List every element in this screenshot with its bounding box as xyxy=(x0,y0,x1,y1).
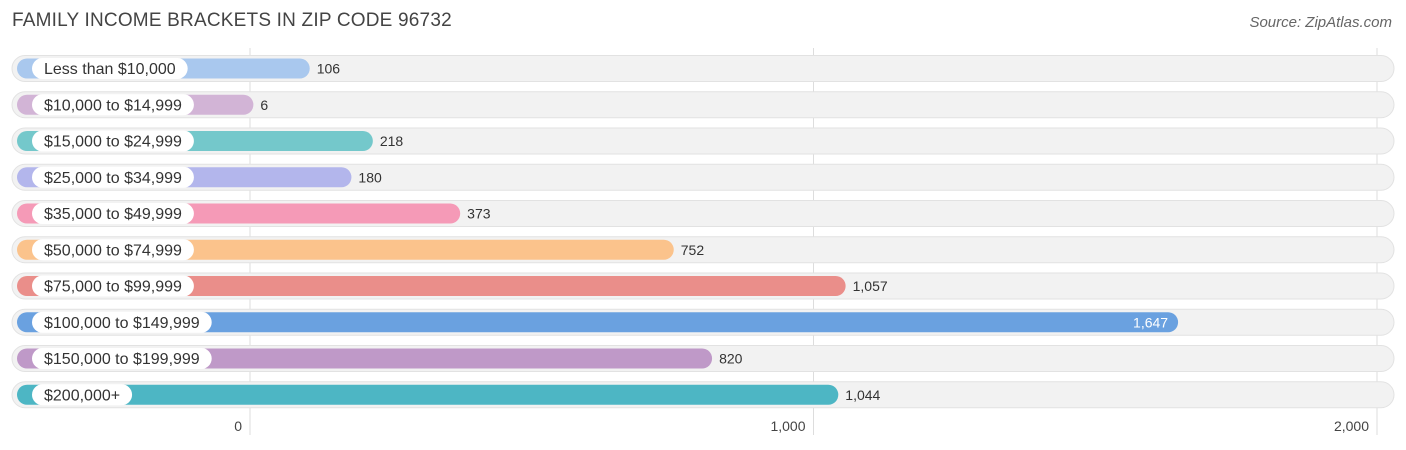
value-label-6: 1,057 xyxy=(853,278,888,294)
value-label-9: 1,044 xyxy=(845,387,880,403)
row-track xyxy=(11,55,1395,82)
category-pill-7 xyxy=(32,311,212,333)
bar-7 xyxy=(17,312,1179,333)
category-label-5: $50,000 to $74,999 xyxy=(44,242,182,259)
value-label-0: 106 xyxy=(317,61,341,77)
source-credit: Source: ZipAtlas.com xyxy=(1249,14,1392,31)
category-pill-3 xyxy=(32,166,194,188)
row-track xyxy=(11,91,1395,119)
category-label-0: Less than $10,000 xyxy=(44,61,176,78)
value-label-5: 752 xyxy=(681,242,705,258)
bar-6 xyxy=(17,276,846,296)
category-pill-9 xyxy=(32,384,133,406)
category-pill-6 xyxy=(32,275,194,297)
value-label-3: 180 xyxy=(358,169,382,185)
x-tick-label-1: 1,000 xyxy=(770,418,805,434)
category-label-3: $25,000 to $34,999 xyxy=(44,170,182,187)
category-label-6: $75,000 to $99,999 xyxy=(44,279,182,296)
category-pill-0 xyxy=(32,58,188,79)
bar-9 xyxy=(17,384,839,405)
category-label-7: $100,000 to $149,999 xyxy=(44,315,200,332)
chart-title: FAMILY INCOME BRACKETS IN ZIP CODE 96732 xyxy=(12,10,452,31)
category-pill-2 xyxy=(32,130,194,152)
value-label-8: 820 xyxy=(719,351,743,367)
value-label-1: 6 xyxy=(260,97,268,113)
x-tick-label-0: 0 xyxy=(234,418,242,434)
category-label-8: $150,000 to $199,999 xyxy=(44,351,200,368)
x-tick-label-2: 2,000 xyxy=(1334,418,1369,434)
value-label-4: 373 xyxy=(467,206,491,222)
category-pill-5 xyxy=(32,239,194,261)
category-pill-8 xyxy=(32,348,212,369)
category-pill-4 xyxy=(32,203,194,224)
category-label-2: $15,000 to $24,999 xyxy=(44,134,182,151)
category-label-9: $200,000+ xyxy=(44,387,120,404)
category-label-4: $35,000 to $49,999 xyxy=(44,206,182,223)
category-pill-1 xyxy=(32,94,194,116)
value-label-2: 218 xyxy=(380,133,404,149)
value-label-7: 1,647 xyxy=(1133,314,1168,330)
category-label-1: $10,000 to $14,999 xyxy=(44,97,182,114)
row-track xyxy=(11,163,1395,191)
